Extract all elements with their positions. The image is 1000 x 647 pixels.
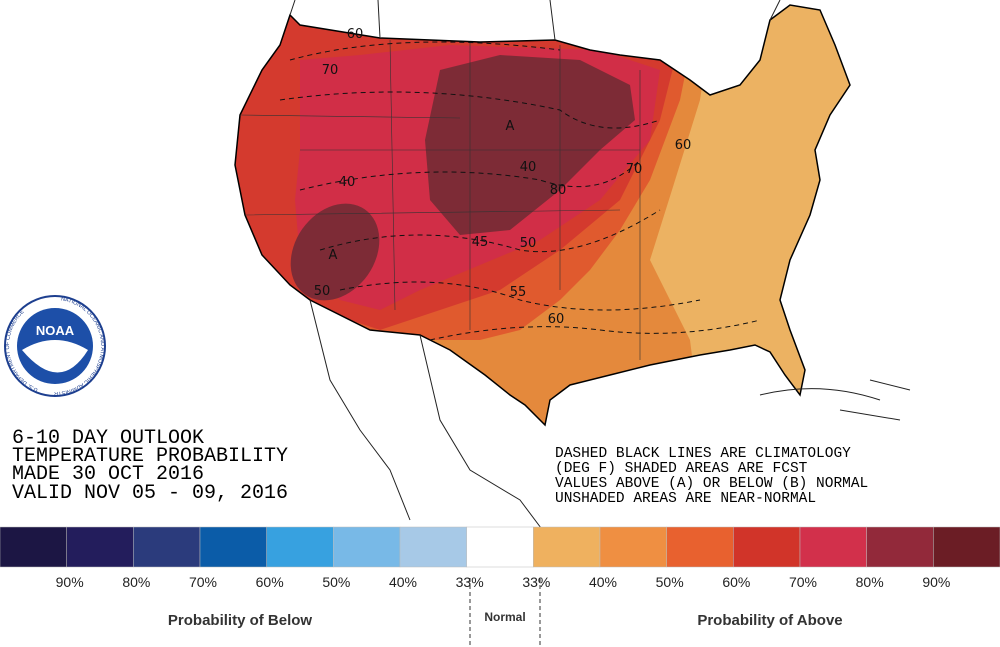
legend-label: 60% [722,574,750,590]
legend-swatch [666,526,734,568]
legend: 90% 80% 70% 60% 50% 40% 33% 33% 40% 50% 60% 70% 80% 9… [0,526,1000,590]
climatology-lines [279,41,761,341]
legend-swatch [333,526,401,568]
mexico-border [419,334,551,541]
contour-label: 45 [472,235,489,250]
below-title: Probability of Below [168,612,313,629]
normal-title: Normal [484,610,525,624]
legend-swatch [199,526,267,568]
noaa-logo: NOAA NATIONAL OCEANIC AND ATMOSPHERIC AD… [0,0,106,397]
contour-label: A [329,248,338,263]
legend-label: 40% [389,574,417,590]
legend-label: 60% [256,574,284,590]
contour-label: 40 [339,175,356,190]
notes-text: DASHED BLACK LINES ARE CLIMATOLOGY (DEG … [555,446,868,507]
state-lines [239,39,641,360]
legend-swatch [0,526,67,568]
legend-swatch [266,526,334,568]
legend-label: 50% [656,574,684,590]
logo-bird [22,340,88,373]
above-title: Probability of Above [697,612,842,629]
map-labels: 60 70 A 40 80 A 40 45 50 55 60 50 70 60 [314,27,692,327]
contour-label: 55 [510,285,527,300]
contour-label: 40 [520,160,537,175]
note-line: VALUES ABOVE (A) OR BELOW (B) NORMAL [555,476,868,492]
legend-swatch [933,526,1000,568]
note-line: (DEG F) SHADED AREAS ARE FCST [555,461,808,477]
note-line: DASHED BLACK LINES ARE CLIMATOLOGY [555,446,851,462]
legend-label: 50% [322,574,350,590]
legend-swatch [133,526,201,568]
canada-border [289,0,781,41]
mexico-coast [309,299,411,521]
shade-90 [425,55,635,235]
contour-label: 50 [520,236,537,251]
legend-swatch [533,526,601,568]
islands [759,379,911,421]
legend-label: 80% [856,574,884,590]
contour-label: 50 [314,284,331,299]
note-line: UNSHADED AREAS ARE NEAR-NORMAL [555,491,816,507]
contour-label: 60 [347,27,364,42]
legend-label: 90% [922,574,950,590]
legend-titles: Probability of Below Normal Probability … [168,610,843,629]
legend-label: 70% [789,574,817,590]
legend-swatch [399,526,467,568]
legend-swatch [466,526,534,568]
outlook-line: MADE 30 OCT 2016 [12,463,204,486]
contour-label: A [506,119,515,134]
shade-90 [290,203,380,301]
contour-label: 70 [322,63,339,78]
contour-label: 80 [550,183,567,198]
contour-label: 60 [548,312,565,327]
logo-name: NOAA [36,323,75,338]
legend-swatch [733,526,801,568]
outlook-line: TEMPERATURE PROBABILITY [12,445,288,468]
outlook-line: 6-10 DAY OUTLOOK [12,427,204,450]
legend-label: 40% [589,574,617,590]
legend-swatch [66,526,134,568]
legend-label: 70% [189,574,217,590]
borders [239,0,911,541]
legend-swatch [599,526,667,568]
legend-label: 33% [522,574,550,590]
outlook-text: 6-10 DAY OUTLOOK TEMPERATURE PROBABILITY… [12,427,288,505]
contour-label: 70 [626,162,643,177]
legend-swatch [866,526,934,568]
legend-label: 90% [56,574,84,590]
contour-label: 60 [675,138,692,153]
legend-swatch [799,526,867,568]
legend-label: 80% [122,574,150,590]
outlook-line: VALID NOV 05 - 09, 2016 [12,482,288,505]
